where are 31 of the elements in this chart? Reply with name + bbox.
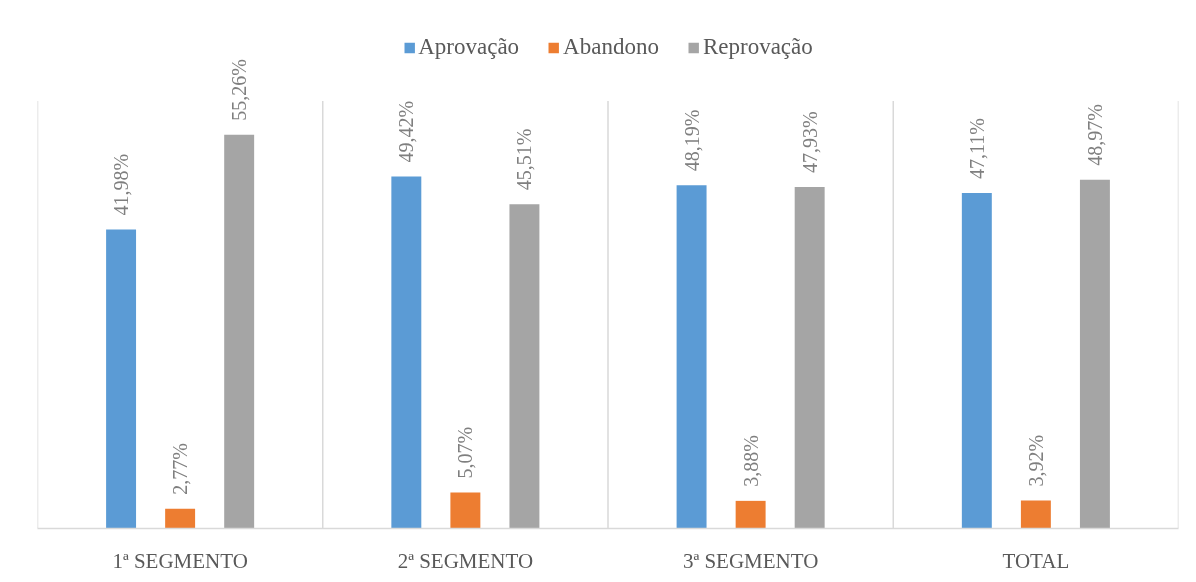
bar [165,508,196,529]
bar [450,492,481,529]
data-label: 5,07% [454,426,477,479]
x-tick-label: 1ª SEGMENTO [112,548,248,573]
x-tick-label: 3ª SEGMENTO [682,548,819,573]
bar [1020,500,1051,529]
data-label: 41,98% [110,153,133,216]
x-tick-label: TOTAL [1002,548,1070,573]
bar [391,176,422,529]
data-label: 48,19% [680,109,703,172]
legend-label: Abandono [563,34,659,60]
bar [509,204,540,529]
x-tick-label: 2ª SEGMENTO [397,548,534,573]
data-label: 2,77% [169,443,192,495]
data-label: 45,51% [513,128,536,191]
data-label: 3,88% [739,435,762,487]
data-label: 55,26% [228,59,251,121]
legend-label: Reprovação [702,34,813,60]
data-label: 47,93% [798,111,821,174]
bar [224,134,255,529]
data-label: 49,42% [395,100,418,163]
bar [1079,179,1110,529]
bar [794,187,825,529]
legend-label: Aprovação [418,34,520,60]
bar [735,500,766,529]
bar [676,185,707,529]
bar [961,192,992,529]
data-label: 3,92% [1024,434,1047,487]
data-label: 47,11% [965,117,988,179]
bar [106,229,137,529]
data-label: 48,97% [1083,103,1106,166]
